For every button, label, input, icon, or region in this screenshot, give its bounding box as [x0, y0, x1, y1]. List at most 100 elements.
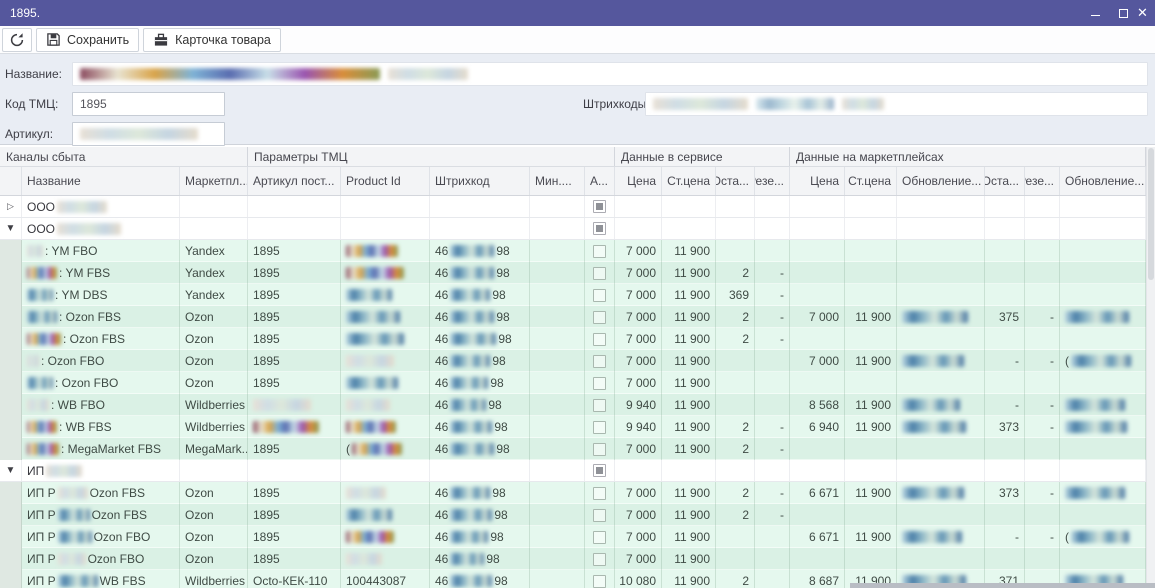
- cell-product[interactable]: [341, 504, 430, 526]
- cell-article[interactable]: 1895: [248, 284, 341, 306]
- cell-check[interactable]: [585, 460, 615, 481]
- cell-svc_stock[interactable]: 2: [716, 482, 755, 504]
- cell-barcode[interactable]: 46 98: [430, 350, 530, 372]
- cell-mp_price[interactable]: 6 671: [790, 482, 845, 504]
- cell-svc_price[interactable]: 7 000: [615, 306, 662, 328]
- cell-mp_res[interactable]: [1025, 196, 1060, 217]
- cell-svc_res[interactable]: [755, 460, 790, 481]
- column-header-mp_upd[interactable]: Обновление...: [897, 167, 985, 195]
- cell-svc_stock[interactable]: 2: [716, 306, 755, 328]
- cell-svc_res[interactable]: [755, 548, 790, 570]
- cell-check[interactable]: [585, 284, 615, 306]
- cell-mp_price[interactable]: 8 568: [790, 394, 845, 416]
- cell-article[interactable]: 1895: [248, 328, 341, 350]
- cell-mp_res[interactable]: -: [1025, 482, 1060, 504]
- cell-svc_stock[interactable]: 2: [716, 262, 755, 284]
- row-expander-icon[interactable]: ▼: [5, 222, 16, 234]
- cell-min[interactable]: [530, 416, 585, 438]
- column-header-marketplace[interactable]: Маркетпл...: [180, 167, 248, 195]
- cell-barcode[interactable]: 46 98: [430, 548, 530, 570]
- cell-mp_old[interactable]: [845, 196, 897, 217]
- cell-product[interactable]: [341, 218, 430, 239]
- cell-svc_old[interactable]: 11 900: [662, 262, 716, 284]
- column-header-mp_old[interactable]: Ст.цена: [845, 167, 897, 195]
- cell-mp_upd[interactable]: [897, 504, 985, 526]
- cell-mp_res[interactable]: [1025, 438, 1060, 460]
- cell-product[interactable]: [341, 416, 430, 438]
- cell-mp_upd[interactable]: [897, 196, 985, 217]
- cell-article[interactable]: [248, 218, 341, 239]
- maximize-button[interactable]: [1109, 0, 1137, 26]
- cell-svc_stock[interactable]: 2: [716, 438, 755, 460]
- cell-svc_stock[interactable]: 369: [716, 284, 755, 306]
- cell-check[interactable]: [585, 372, 615, 394]
- row-checkbox[interactable]: [593, 442, 606, 456]
- cell-mp_res[interactable]: [1025, 460, 1060, 481]
- cell-mp_res[interactable]: [1025, 284, 1060, 306]
- cell-mp_upd[interactable]: [897, 218, 985, 239]
- cell-svc_price[interactable]: 7 000: [615, 482, 662, 504]
- cell-mp_upd2[interactable]: [1060, 262, 1146, 284]
- cell-mp_price[interactable]: 6 671: [790, 526, 845, 548]
- cell-mp_res[interactable]: [1025, 504, 1060, 526]
- cell-mp_old[interactable]: 11 900: [845, 526, 897, 548]
- cell-svc_price[interactable]: 7 000: [615, 526, 662, 548]
- cell-product[interactable]: [341, 482, 430, 504]
- cell-exp[interactable]: [0, 306, 22, 328]
- cell-barcode[interactable]: 46 98: [430, 372, 530, 394]
- cell-barcode[interactable]: [430, 460, 530, 481]
- cell-exp[interactable]: [0, 284, 22, 306]
- cell-exp[interactable]: ▼: [0, 460, 22, 481]
- cell-mp_old[interactable]: [845, 460, 897, 481]
- cell-marketplace[interactable]: Wildberries: [180, 416, 248, 438]
- cell-mp_stock[interactable]: [985, 548, 1025, 570]
- cell-check[interactable]: [585, 482, 615, 504]
- cell-min[interactable]: [530, 350, 585, 372]
- cell-svc_stock[interactable]: 2: [716, 504, 755, 526]
- cell-svc_stock[interactable]: 2: [716, 328, 755, 350]
- cell-mp_old[interactable]: 11 900: [845, 394, 897, 416]
- cell-marketplace[interactable]: Ozon: [180, 548, 248, 570]
- cell-mp_price[interactable]: 6 940: [790, 416, 845, 438]
- article-input[interactable]: [72, 122, 225, 146]
- cell-product[interactable]: [341, 394, 430, 416]
- cell-mp_upd[interactable]: [897, 262, 985, 284]
- cell-mp_old[interactable]: [845, 548, 897, 570]
- cell-svc_old[interactable]: 11 900: [662, 570, 716, 588]
- cell-svc_res[interactable]: [755, 240, 790, 262]
- cell-check[interactable]: [585, 570, 615, 588]
- cell-mp_upd[interactable]: [897, 328, 985, 350]
- cell-min[interactable]: [530, 504, 585, 526]
- cell-exp[interactable]: [0, 526, 22, 548]
- cell-svc_old[interactable]: 11 900: [662, 284, 716, 306]
- row-checkbox[interactable]: [593, 376, 606, 390]
- row-checkbox[interactable]: [593, 530, 606, 544]
- cell-name[interactable]: : YM FBO: [22, 240, 180, 262]
- cell-name[interactable]: ИП Р WB FBS: [22, 570, 180, 588]
- cell-min[interactable]: [530, 196, 585, 217]
- cell-check[interactable]: [585, 306, 615, 328]
- column-header-mp_price[interactable]: Цена: [790, 167, 845, 195]
- cell-mp_upd2[interactable]: [1060, 284, 1146, 306]
- cell-min[interactable]: [530, 438, 585, 460]
- row-checkbox[interactable]: [593, 552, 606, 566]
- cell-mp_upd[interactable]: [897, 372, 985, 394]
- cell-svc_res[interactable]: [755, 394, 790, 416]
- cell-article[interactable]: [248, 460, 341, 481]
- row-expander-icon[interactable]: ▷: [7, 201, 14, 211]
- cell-barcode[interactable]: 46 98: [430, 416, 530, 438]
- cell-min[interactable]: [530, 460, 585, 481]
- cell-mp_old[interactable]: [845, 438, 897, 460]
- cell-marketplace[interactable]: Ozon: [180, 482, 248, 504]
- cell-svc_old[interactable]: 11 900: [662, 482, 716, 504]
- cell-mp_stock[interactable]: [985, 262, 1025, 284]
- cell-mp_upd2[interactable]: [1060, 416, 1146, 438]
- cell-mp_upd[interactable]: [897, 526, 985, 548]
- cell-min[interactable]: [530, 262, 585, 284]
- barcodes-input[interactable]: [645, 92, 1148, 116]
- cell-min[interactable]: [530, 482, 585, 504]
- cell-article[interactable]: 1895: [248, 548, 341, 570]
- cell-exp[interactable]: [0, 548, 22, 570]
- cell-mp_old[interactable]: [845, 284, 897, 306]
- cell-mp_upd2[interactable]: [1060, 240, 1146, 262]
